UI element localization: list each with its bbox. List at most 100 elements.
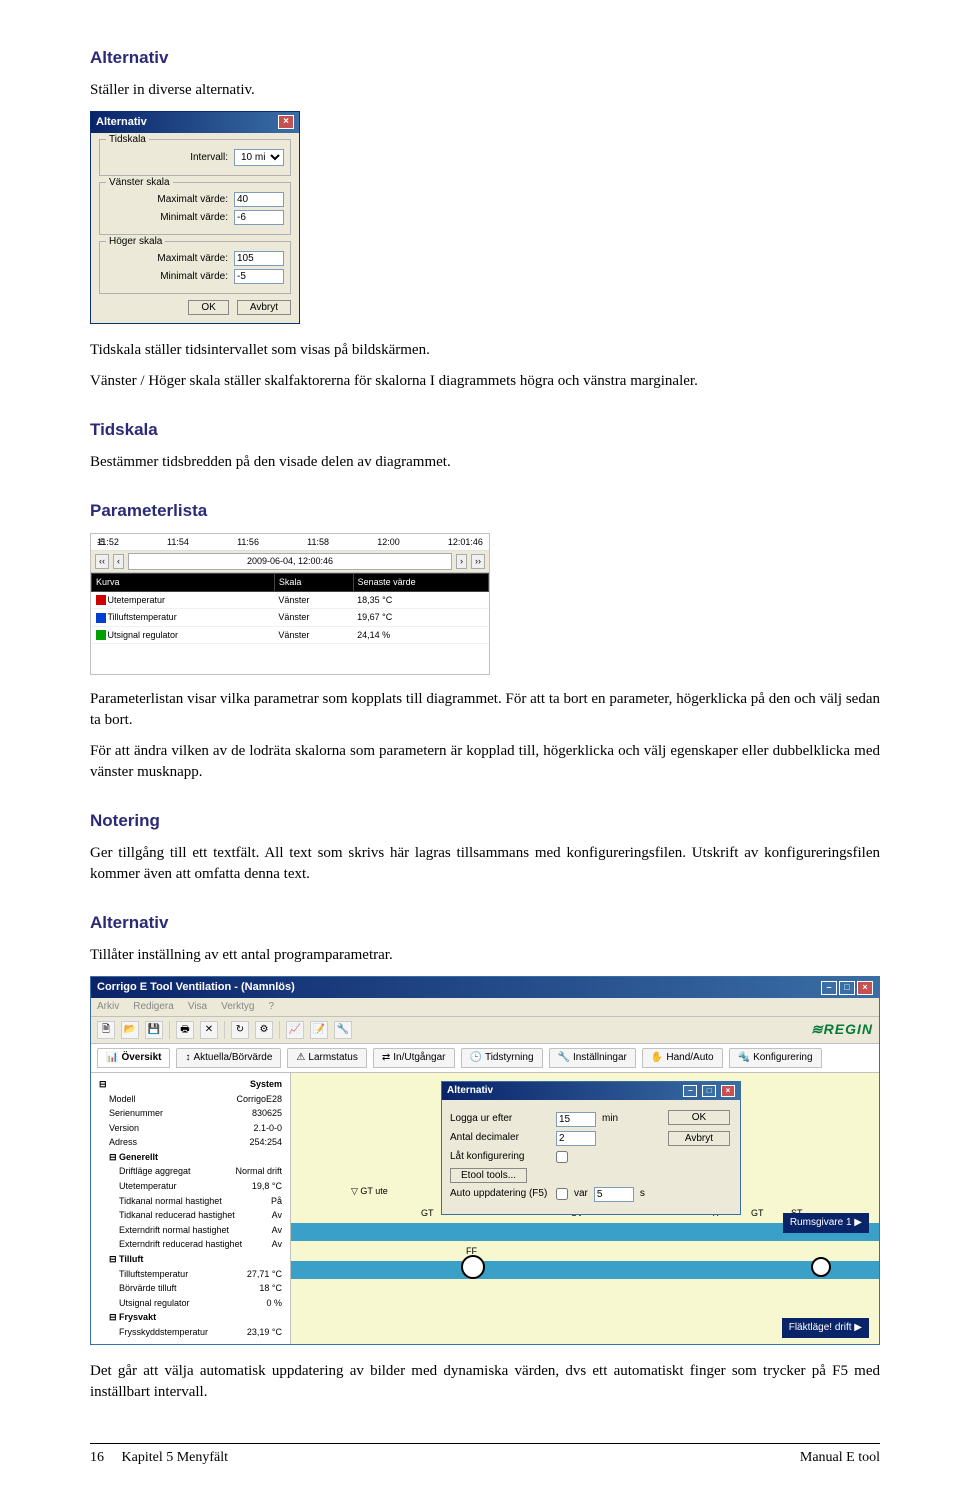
toolbar-open-icon[interactable]: 📂 [121, 1021, 139, 1039]
menu-item[interactable]: Redigera [133, 1000, 174, 1014]
minimize-icon[interactable]: – [821, 981, 837, 995]
tree-section-header[interactable]: ⊟ Tilluft [95, 1252, 286, 1267]
badge-flaktlage[interactable]: Fläktläge! drift ▶ [782, 1318, 869, 1338]
table-row[interactable]: UtetemperaturVänster18,35 °C [92, 591, 489, 609]
schematic-canvas: ▽ GT ute GT FF SV TF GT ST Rumsgivare 1 … [291, 1073, 879, 1344]
label-lock: Låt konfigurering [450, 1150, 550, 1164]
vanster-max-input[interactable] [234, 192, 284, 207]
text-alternativ-intro: Ställer in diverse alternativ. [90, 80, 880, 101]
menu-item[interactable]: Arkiv [97, 1000, 119, 1014]
table-row[interactable]: TilluftstemperaturVänster19,67 °C [92, 609, 489, 627]
minimize-icon[interactable]: – [683, 1085, 697, 1097]
tab-inutgangar[interactable]: ⇄ In/Utgångar [373, 1048, 455, 1068]
tab-larmstatus[interactable]: ⚠ Larmstatus [287, 1048, 366, 1068]
ruler-tick: 11:54 [167, 536, 189, 549]
tab-oversikt[interactable]: 📊 Översikt [97, 1048, 170, 1068]
input-auto-interval[interactable] [594, 1187, 634, 1202]
menu-item[interactable]: Verktyg [221, 1000, 254, 1014]
group-hoger-skala: Höger skala Maximalt värde: Minimalt vär… [99, 241, 291, 294]
tree-row: Tidkanal normal hastighetPå [95, 1194, 286, 1209]
tree-row: Version2.1-0-0 [95, 1121, 286, 1136]
auto-suffix: var [574, 1187, 588, 1201]
close-icon[interactable]: × [721, 1085, 735, 1097]
toolbar-chart-icon[interactable]: 📈 [286, 1021, 304, 1039]
toolbar-print-icon[interactable]: 🖶 [176, 1021, 194, 1039]
tab-konfigurering[interactable]: 🔩 Konfigurering [729, 1048, 822, 1068]
toolbar-refresh-icon[interactable]: ↻ [231, 1021, 249, 1039]
badge-rumsgivare[interactable]: Rumsgivare 1 ▶ [783, 1213, 869, 1233]
maximize-icon[interactable]: □ [839, 981, 855, 995]
heading-parameterlista: Parameterlista [90, 499, 880, 523]
cancel-button[interactable]: Avbryt [668, 1131, 730, 1146]
toolbar-new-icon[interactable]: 🗎 [97, 1021, 115, 1039]
toolbar-save-icon[interactable]: 💾 [145, 1021, 163, 1039]
ruler-tick: 12:01:46 [448, 536, 483, 549]
tree-row: Frysskyddstemperatur23,19 °C [95, 1325, 286, 1340]
row-lock: Låt konfigurering [450, 1150, 732, 1164]
vanster-min-input[interactable] [234, 210, 284, 225]
label-gt: GT [751, 1207, 764, 1220]
hoger-min-input[interactable] [234, 269, 284, 284]
dialog-title: Alternativ [96, 115, 147, 130]
checkbox-auto[interactable] [556, 1188, 568, 1200]
nav-first-icon[interactable]: ‹‹ [95, 554, 109, 569]
time-ruler: -5 11:52 11:54 11:56 11:58 12:00 12:01:4… [91, 534, 489, 552]
group-tidskala-label: Tidskala [106, 133, 149, 147]
row-auto: Auto uppdatering (F5) var s [450, 1187, 732, 1202]
intervall-select[interactable]: 10 min [234, 149, 284, 166]
vanster-max-label: Maximalt värde: [157, 193, 228, 207]
toolbar-notes-icon[interactable]: 📝 [310, 1021, 328, 1039]
ruler-tick: 11:58 [307, 536, 329, 549]
hoger-max-input[interactable] [234, 251, 284, 266]
tree-row: Externdrift normal hastighetAv [95, 1223, 286, 1238]
tab-handauto[interactable]: ✋ Hand/Auto [642, 1048, 723, 1068]
close-icon[interactable]: × [278, 115, 294, 129]
dialog-titlebar: Alternativ × [91, 112, 299, 133]
ruler-tick: 12:00 [377, 536, 400, 549]
maximize-icon[interactable]: □ [702, 1085, 716, 1097]
tabbar: 📊 Översikt ↕ Aktuella/Börvärde ⚠ Larmsta… [91, 1044, 879, 1073]
ok-button[interactable]: OK [668, 1110, 730, 1125]
tab-aktuella[interactable]: ↕ Aktuella/Börvärde [176, 1048, 281, 1068]
col-senaste: Senaste värde [353, 573, 488, 591]
text-paramlist-1: Parameterlistan visar vilka parametrar s… [90, 689, 880, 731]
menu-item[interactable]: ? [268, 1000, 274, 1014]
toolbar-settings-icon[interactable]: 🔧 [334, 1021, 352, 1039]
text-tidskala-body: Bestämmer tidsbredden på den visade dele… [90, 452, 880, 473]
tab-installningar[interactable]: 🔧 Inställningar [549, 1048, 636, 1068]
table-row[interactable]: Utsignal regulatorVänster24,14 % [92, 626, 489, 644]
fan-icon [811, 1257, 831, 1277]
input-decimals[interactable] [556, 1131, 596, 1146]
ff-filter-icon [461, 1255, 485, 1279]
toolbar-connect-icon[interactable]: ⚙ [255, 1021, 273, 1039]
tree-row: ModellCorrigoE28 [95, 1092, 286, 1107]
close-icon[interactable]: × [857, 981, 873, 995]
hoger-max-label: Maximalt värde: [157, 252, 228, 266]
alt-dialog-titlebar: Alternativ – □ × [442, 1082, 740, 1100]
row-etool: Etool tools... [450, 1168, 732, 1183]
app-main: ⊟ System ModellCorrigoE28Serienummer8306… [91, 1073, 879, 1344]
dialog-body: Tidskala Intervall: 10 min Vänster skala… [91, 133, 299, 323]
cancel-button[interactable]: Avbryt [237, 300, 291, 315]
menu-item[interactable]: Visa [188, 1000, 207, 1014]
label-decimals: Antal decimaler [450, 1131, 550, 1145]
ok-button[interactable]: OK [188, 300, 228, 315]
alternativ-dialog: Alternativ × Tidskala Intervall: 10 min … [90, 111, 300, 324]
etool-tools-button[interactable]: Etool tools... [450, 1168, 527, 1183]
hoger-min-label: Minimalt värde: [160, 270, 228, 284]
tree-row: Tidkanal reducerad hastighetAv [95, 1208, 286, 1223]
heading-alternativ-1: Alternativ [90, 46, 880, 70]
checkbox-lock[interactable] [556, 1151, 568, 1163]
label-gt1: GT [421, 1207, 434, 1220]
tab-tidstyrning[interactable]: 🕒 Tidstyrning [461, 1048, 543, 1068]
input-logout[interactable] [556, 1112, 596, 1127]
parameterlista-panel: -5 11:52 11:54 11:56 11:58 12:00 12:01:4… [90, 533, 490, 676]
nav-last-icon[interactable]: ›› [471, 554, 485, 569]
date-display: 2009-06-04, 12:00:46 [128, 553, 452, 570]
tree-section-header[interactable]: ⊟ Frysvakt [95, 1310, 286, 1325]
nav-prev-icon[interactable]: ‹ [113, 554, 124, 569]
tree-section-header[interactable]: ⊟ Generellt [95, 1150, 286, 1165]
nav-next-icon[interactable]: › [456, 554, 467, 569]
alternativ-settings-dialog: Alternativ – □ × OK Avbryt Logga ur efte… [441, 1081, 741, 1215]
toolbar-delete-icon[interactable]: ✕ [200, 1021, 218, 1039]
